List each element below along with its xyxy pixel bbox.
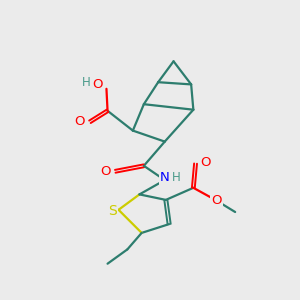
Text: N: N [160, 171, 169, 184]
Text: O: O [100, 165, 110, 178]
Text: S: S [108, 204, 117, 218]
Text: O: O [211, 194, 222, 208]
Text: O: O [75, 115, 85, 128]
Text: H: H [82, 76, 91, 89]
Text: O: O [93, 78, 103, 91]
Text: H: H [172, 171, 181, 184]
Text: O: O [200, 156, 211, 169]
